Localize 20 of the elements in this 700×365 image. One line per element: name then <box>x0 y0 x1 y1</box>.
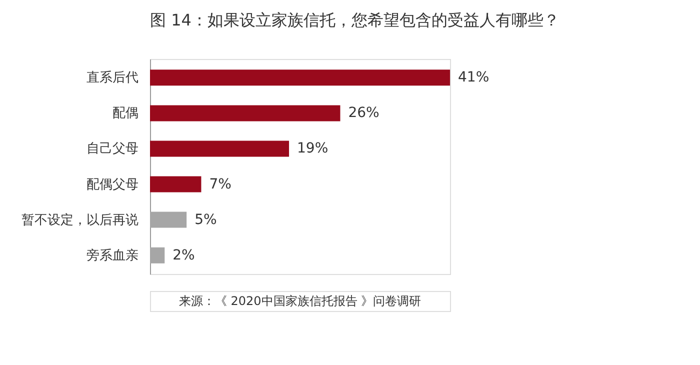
bar <box>150 105 340 122</box>
y-tick-label: 配偶父母 <box>86 177 138 192</box>
data-label: 41% <box>458 70 490 86</box>
y-tick-label: 直系后代 <box>86 70 138 86</box>
bar <box>150 212 187 228</box>
bar <box>150 247 165 264</box>
data-label: 26% <box>348 105 380 122</box>
y-tick-label: 旁系血亲 <box>86 248 138 264</box>
source-note: 来源：《 2020中国家族信托报告 》问卷调研 <box>178 294 422 308</box>
data-label: 5% <box>194 212 217 228</box>
chart-title: 图 14：如果设立家族信托，您希望包含的受益人有哪些？ <box>150 10 560 30</box>
data-label: 19% <box>297 140 328 157</box>
data-label: 7% <box>209 176 232 192</box>
bar <box>150 70 450 86</box>
bar <box>150 140 290 157</box>
y-tick-label: 配偶 <box>112 106 138 122</box>
y-tick-label: 暂不设定，以后再说 <box>22 212 138 228</box>
bar <box>150 176 202 192</box>
y-tick-label: 自己父母 <box>86 142 138 157</box>
data-label: 2% <box>172 247 195 264</box>
